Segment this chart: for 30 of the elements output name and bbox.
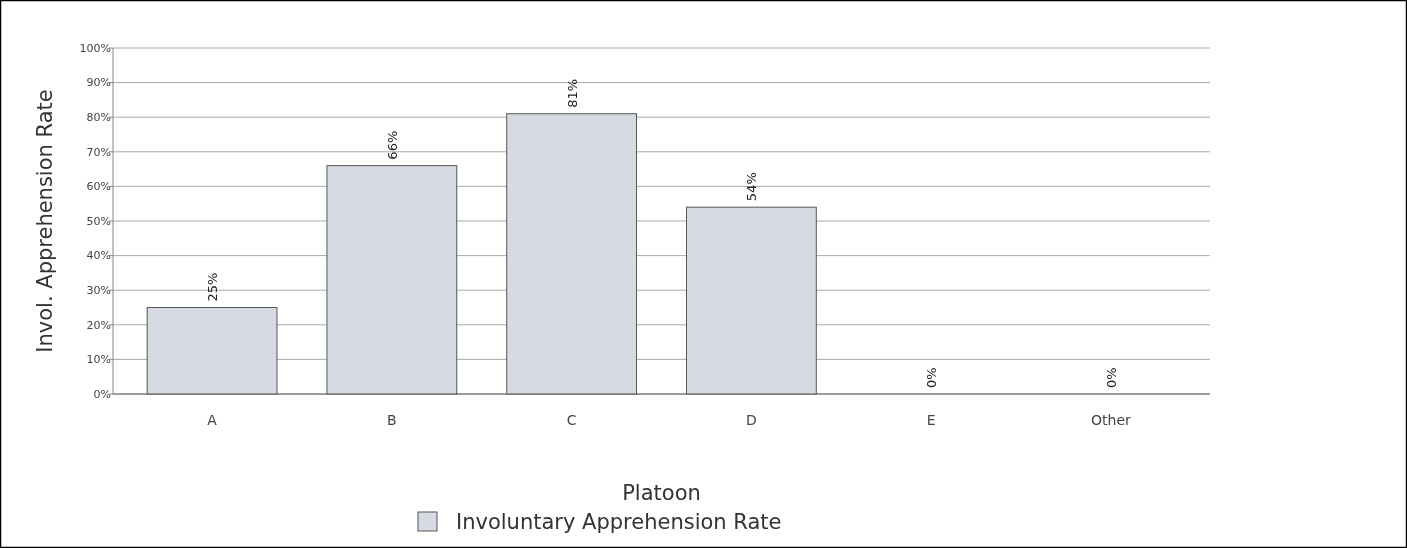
bar — [506, 113, 638, 395]
data-label: 0% — [924, 367, 940, 388]
data-label: 0% — [1103, 367, 1119, 388]
legend-label: Involuntary Apprehension Rate — [456, 510, 782, 535]
x-tick-label: E — [926, 412, 936, 428]
y-tick-label: 10% — [86, 353, 111, 367]
y-tick-label: 60% — [86, 180, 111, 194]
x-tick-label: D — [746, 412, 757, 428]
y-tick-label: 30% — [86, 284, 111, 298]
data-label: 54% — [744, 172, 760, 202]
y-tick-label: 40% — [86, 249, 111, 263]
data-label: 66% — [384, 130, 400, 160]
data-label: 25% — [205, 272, 221, 302]
data-label: 81% — [564, 78, 580, 108]
bar — [146, 307, 278, 395]
bar — [685, 206, 817, 395]
y-tick-label: 80% — [86, 111, 111, 125]
y-axis-title: Invol. Apprehension Rate — [33, 89, 57, 353]
bar — [326, 165, 458, 395]
x-tick-label: A — [207, 412, 218, 428]
y-tick-label: 70% — [86, 145, 111, 159]
y-tick-label: 50% — [86, 214, 111, 228]
y-tick-label: 90% — [86, 76, 111, 90]
x-tick-label: C — [566, 412, 577, 428]
x-axis-title: Platoon — [622, 481, 701, 505]
x-tick-label: B — [387, 412, 397, 428]
y-tick-label: 0% — [93, 387, 111, 401]
y-tick-label: 20% — [86, 318, 111, 332]
x-tick-label: Other — [1091, 412, 1132, 428]
y-tick-label: 100% — [79, 41, 111, 55]
